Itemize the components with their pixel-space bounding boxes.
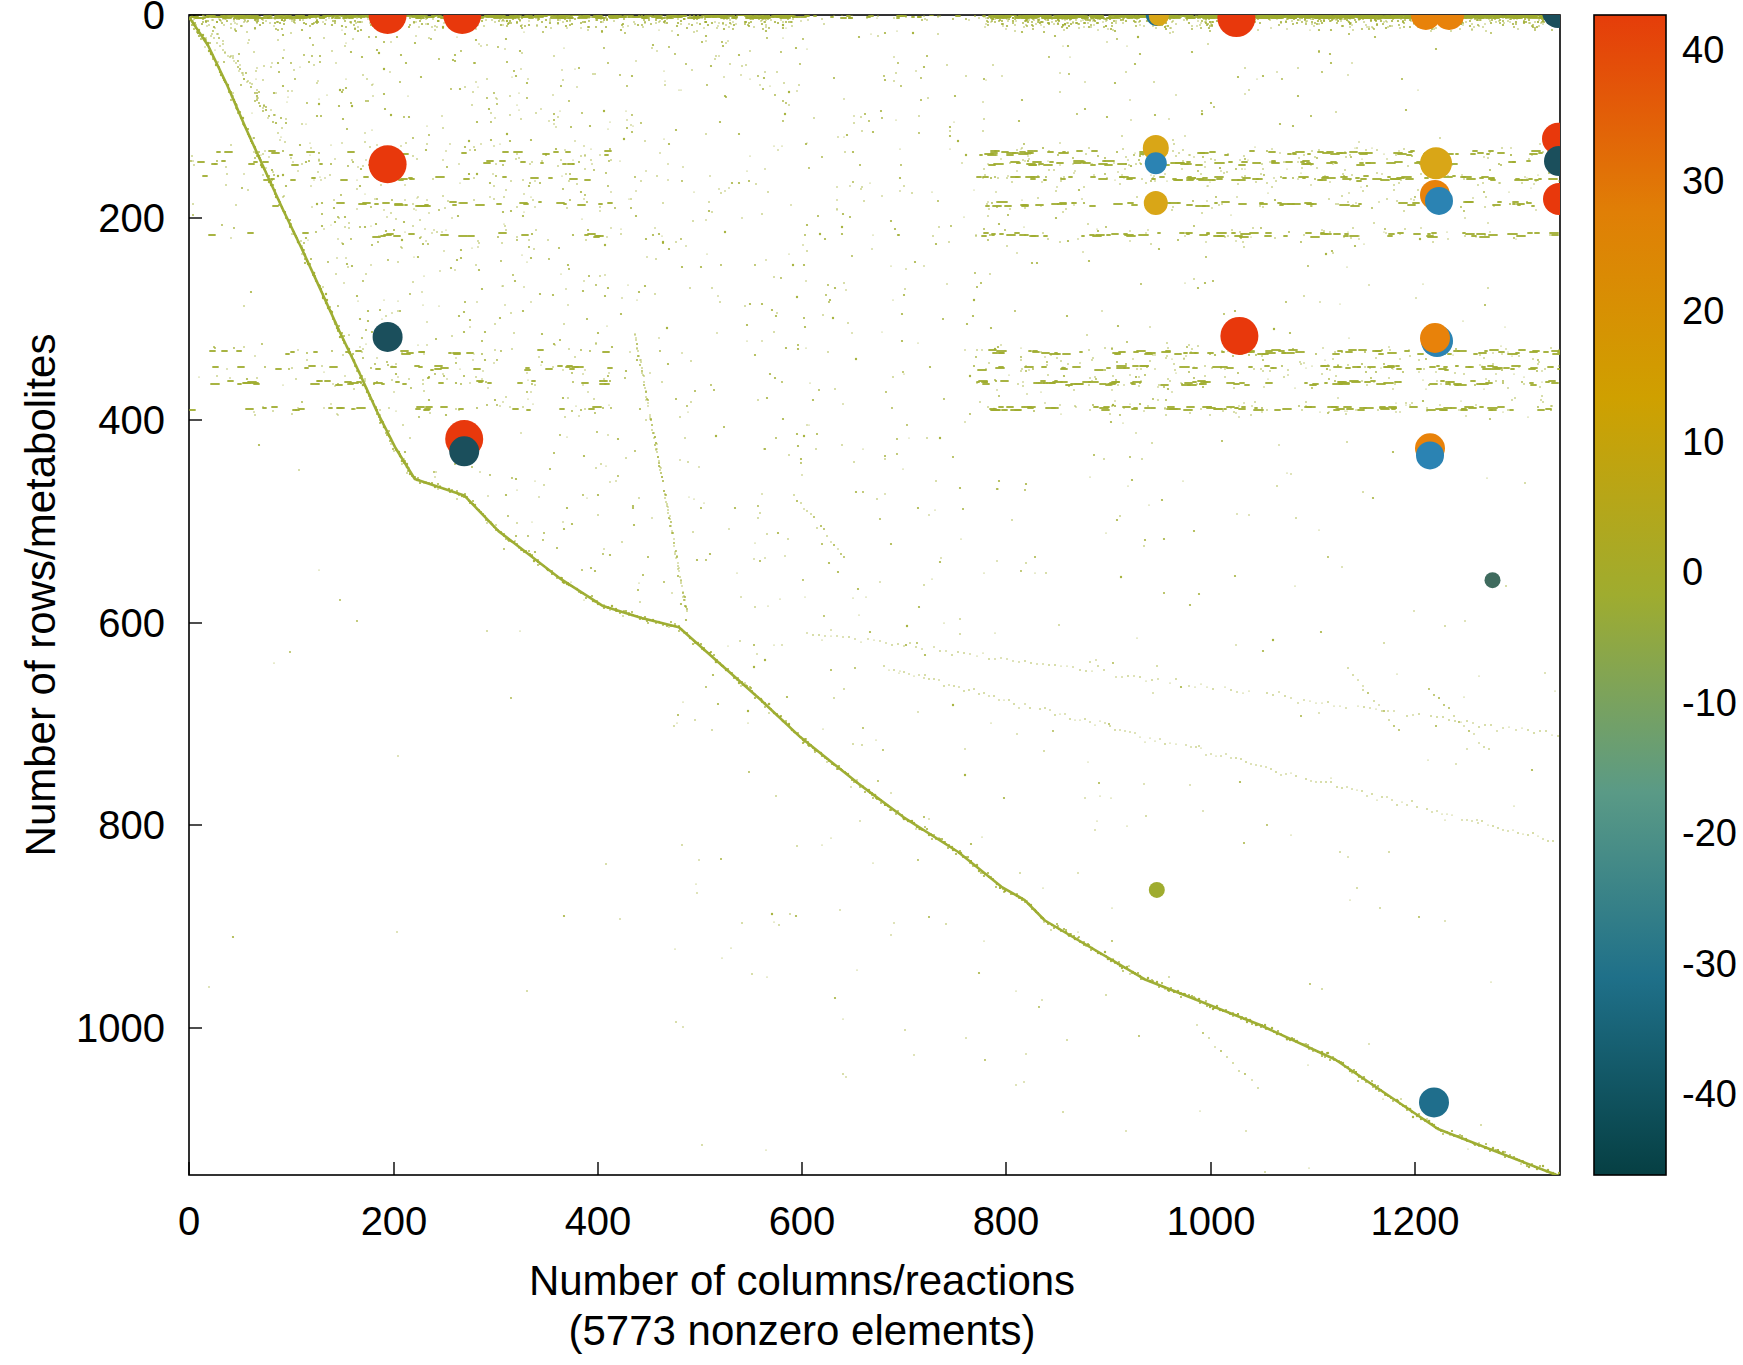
svg-text:10: 10 [1682,421,1724,463]
svg-text:600: 600 [769,1199,836,1243]
svg-text:20: 20 [1682,290,1724,332]
svg-text:200: 200 [98,196,165,240]
svg-text:1200: 1200 [1371,1199,1460,1243]
svg-text:400: 400 [98,398,165,442]
svg-text:40: 40 [1682,29,1724,71]
svg-text:Number of columns/reactions: Number of columns/reactions [529,1257,1075,1304]
svg-text:Number of rows/metabolites: Number of rows/metabolites [17,334,64,857]
svg-text:-40: -40 [1682,1073,1737,1115]
svg-text:30: 30 [1682,160,1724,202]
svg-text:(5773 nonzero elements): (5773 nonzero elements) [569,1307,1036,1354]
svg-text:400: 400 [565,1199,632,1243]
svg-text:1000: 1000 [76,1006,165,1050]
svg-text:0: 0 [178,1199,200,1243]
svg-text:-10: -10 [1682,682,1737,724]
svg-text:0: 0 [143,0,165,37]
svg-text:600: 600 [98,601,165,645]
svg-text:800: 800 [98,803,165,847]
svg-text:-30: -30 [1682,943,1737,985]
svg-text:0: 0 [1682,551,1703,593]
svg-text:1000: 1000 [1167,1199,1256,1243]
svg-text:800: 800 [973,1199,1040,1243]
svg-text:200: 200 [361,1199,428,1243]
svg-text:-20: -20 [1682,812,1737,854]
